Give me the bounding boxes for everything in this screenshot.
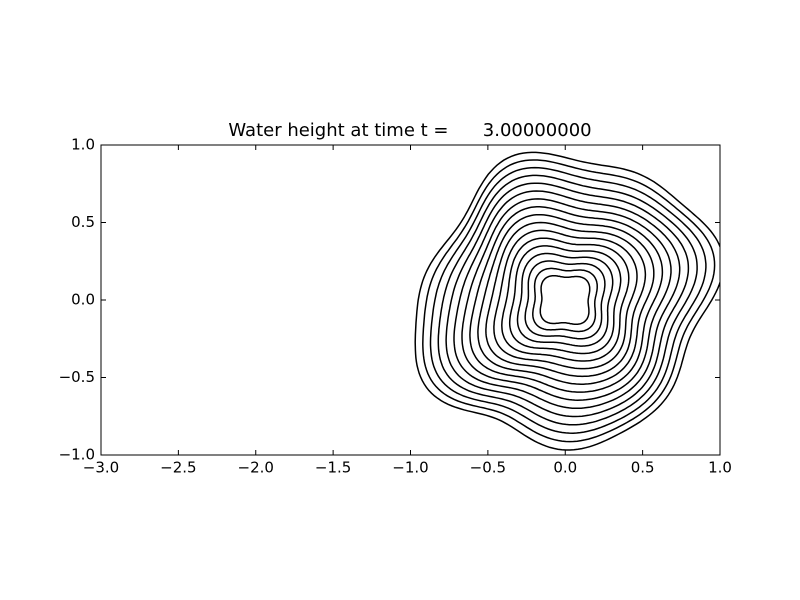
contour-line — [414, 151, 720, 451]
x-tick-label: 0.5 — [631, 459, 655, 477]
contour-line — [422, 159, 716, 443]
contour-line — [453, 190, 681, 410]
y-tick-label: −0.5 — [59, 368, 95, 386]
x-tick-label: 0.0 — [553, 459, 577, 477]
contour-line — [437, 174, 698, 426]
contour-line — [461, 198, 672, 401]
y-tick-label: 1.0 — [71, 136, 95, 154]
x-tick-label: −1.0 — [392, 459, 428, 477]
x-tick-label: −0.5 — [470, 459, 506, 477]
contour-line — [469, 206, 664, 393]
contour-group — [414, 151, 720, 451]
contour-line — [429, 166, 707, 434]
contour-line — [508, 245, 622, 355]
contour-line — [532, 267, 598, 333]
contour-line — [477, 213, 655, 385]
contour-line — [493, 229, 638, 370]
x-tick-label: 1.0 — [708, 459, 732, 477]
contour-line — [516, 252, 614, 347]
x-tick-label: −1.5 — [315, 459, 351, 477]
y-tick-label: −1.0 — [59, 446, 95, 464]
y-tick-label: 0.0 — [71, 291, 95, 309]
x-tick-label: −3.0 — [83, 459, 119, 477]
contour-line — [539, 274, 591, 326]
contour-line — [445, 182, 690, 418]
contour-line — [485, 221, 647, 378]
x-tick-label: −2.5 — [160, 459, 196, 477]
x-tick-label: −2.0 — [238, 459, 274, 477]
contour-line — [524, 260, 606, 340]
y-tick-label: 0.5 — [71, 213, 95, 231]
chart-title: Water height at time t = 3.00000000 — [228, 120, 591, 141]
contour-line — [501, 237, 630, 362]
